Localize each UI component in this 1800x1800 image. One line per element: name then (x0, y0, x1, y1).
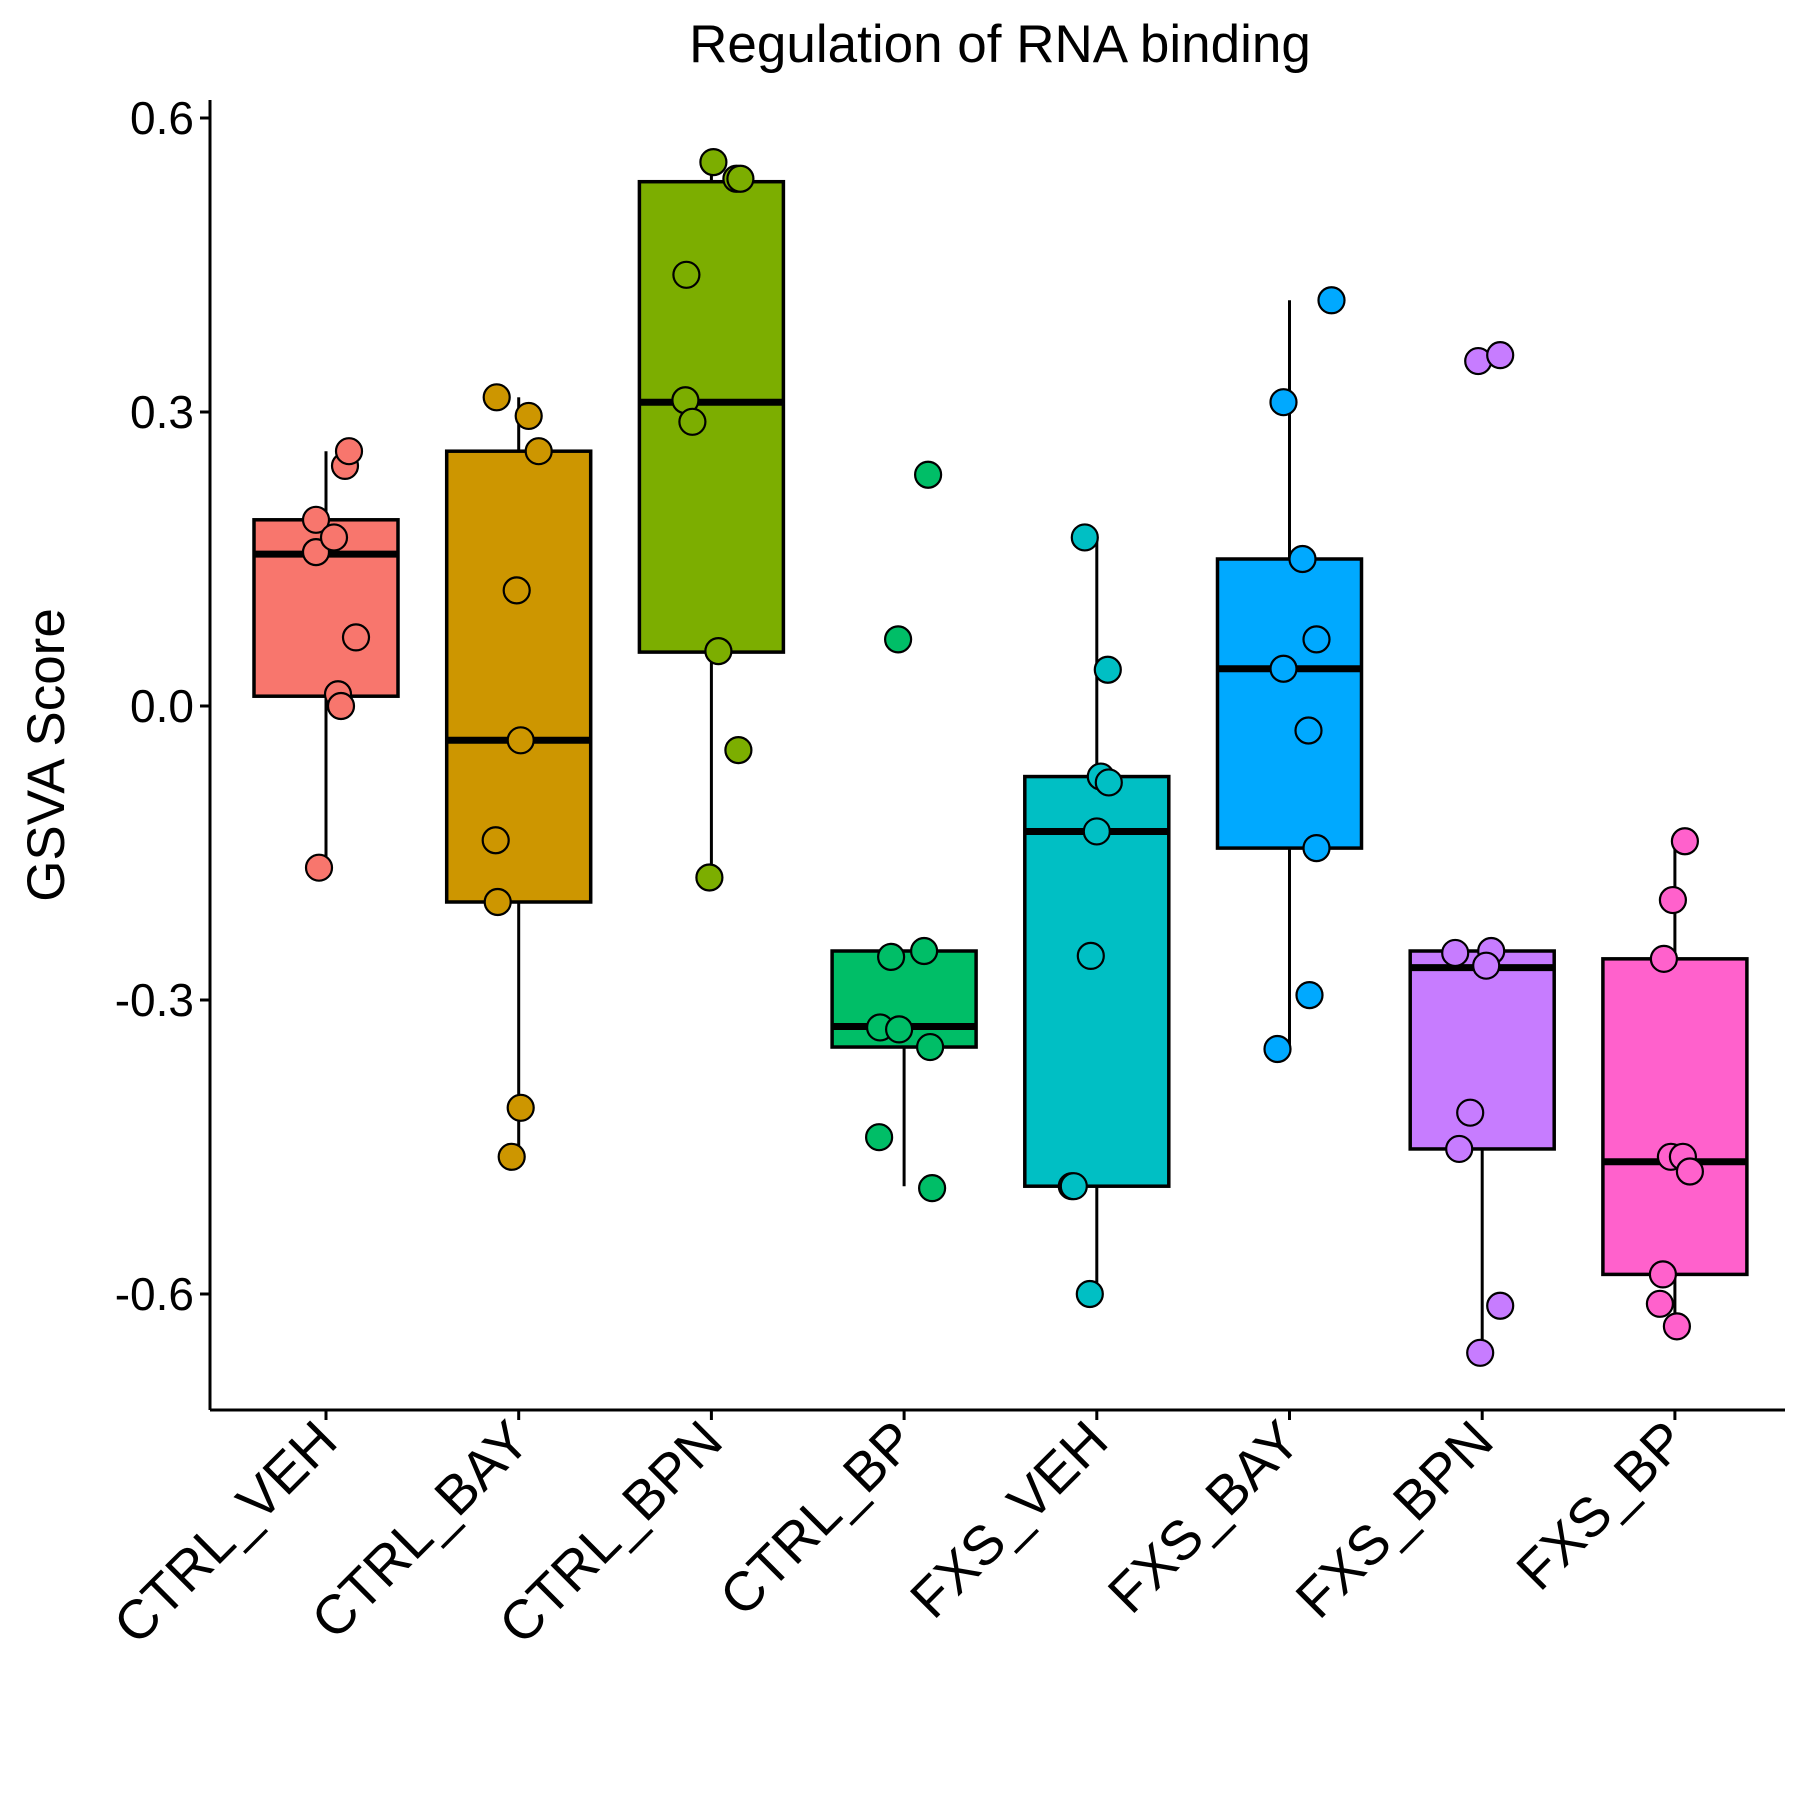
data-point (506, 1093, 535, 1122)
data-point (1093, 655, 1122, 684)
box-ctrl-bpn (637, 162, 786, 878)
box-body (444, 449, 593, 904)
data-point (884, 1015, 914, 1044)
data-point (1648, 1260, 1678, 1289)
data-point (1466, 1338, 1495, 1367)
data-point (915, 1032, 945, 1062)
data-point (672, 260, 701, 289)
data-point (481, 826, 510, 855)
box-body (1215, 557, 1364, 850)
data-point (1675, 1157, 1705, 1186)
data-point (724, 735, 753, 765)
data-point (1670, 827, 1700, 856)
point-layer (301, 148, 1705, 1367)
data-point (699, 148, 728, 177)
data-point (1295, 980, 1324, 1010)
data-point (1076, 941, 1105, 971)
data-point (326, 691, 356, 721)
box-fxs-bp (1601, 841, 1749, 1327)
data-point (1302, 625, 1331, 654)
box-fxs-veh (1023, 537, 1171, 1294)
data-point (1486, 1291, 1515, 1320)
y-tick-label: -0.3 (115, 974, 194, 1026)
box-ctrl-bp (830, 949, 978, 1187)
data-point (304, 853, 334, 882)
data-point (1082, 817, 1111, 846)
data-point (864, 1123, 894, 1152)
box-body (637, 179, 786, 654)
data-point (883, 625, 913, 654)
data-point (319, 523, 349, 552)
data-point (704, 637, 733, 666)
data-point (1649, 944, 1679, 973)
y-tick-label: -0.6 (115, 1268, 194, 1320)
y-axis-label: GSVA Score (17, 608, 76, 902)
data-point (1263, 1034, 1292, 1064)
data-point (1070, 523, 1099, 552)
data-point (678, 407, 707, 436)
x-tick-label: FXS_VEH (898, 1409, 1119, 1630)
data-point (726, 164, 755, 193)
x-tick-label: FXS_BPN (1284, 1409, 1505, 1630)
data-point (1486, 341, 1515, 370)
data-point (1059, 1172, 1088, 1201)
x-tick-label: FXS_BAY (1096, 1409, 1312, 1625)
data-point (913, 460, 943, 489)
data-point (1441, 938, 1470, 968)
data-point (1075, 1279, 1104, 1309)
data-point (502, 576, 531, 605)
data-point (909, 936, 939, 966)
data-point (301, 538, 331, 567)
data-point (876, 942, 906, 971)
data-point (524, 437, 553, 466)
data-point (1445, 1134, 1474, 1164)
data-point (1472, 951, 1501, 980)
data-point (1288, 544, 1317, 574)
x-tick-label: FXS_BP (1504, 1409, 1697, 1602)
data-point (1662, 1312, 1692, 1341)
box-fxs-bpn (1408, 949, 1556, 1353)
data-point (506, 726, 535, 755)
data-point (1645, 1289, 1675, 1318)
x-tick-labels: CTRL_VEHCTRL_BAYCTRL_BPNCTRL_BPFXS_VEHFX… (101, 1409, 1697, 1656)
box-body (1601, 957, 1749, 1277)
data-point (301, 505, 331, 534)
data-point (341, 623, 371, 652)
data-point (1456, 1098, 1485, 1127)
box-ctrl-bay (444, 397, 593, 1157)
data-point (482, 383, 511, 412)
data-point (334, 437, 364, 466)
data-point (514, 401, 543, 431)
data-point (483, 887, 512, 917)
y-tick-label: 0.3 (130, 386, 194, 438)
data-point (1658, 885, 1688, 915)
data-point (1094, 768, 1123, 797)
x-tick-label: CTRL_BP (708, 1409, 927, 1628)
data-point (497, 1142, 526, 1171)
data-point (1269, 654, 1298, 683)
chart-title: Regulation of RNA binding (689, 15, 1311, 74)
box-layer (252, 162, 1749, 1353)
data-point (1269, 388, 1298, 417)
data-point (917, 1174, 947, 1203)
data-point (1317, 286, 1346, 315)
y-tick-label: 0.0 (130, 680, 194, 732)
y-tick-label: 0.6 (130, 92, 194, 144)
data-point (1302, 833, 1331, 863)
data-point (695, 863, 724, 892)
data-point (1294, 716, 1323, 745)
axes: 0.6 0.3 0.0 -0.3 -0.6 (115, 92, 1785, 1412)
